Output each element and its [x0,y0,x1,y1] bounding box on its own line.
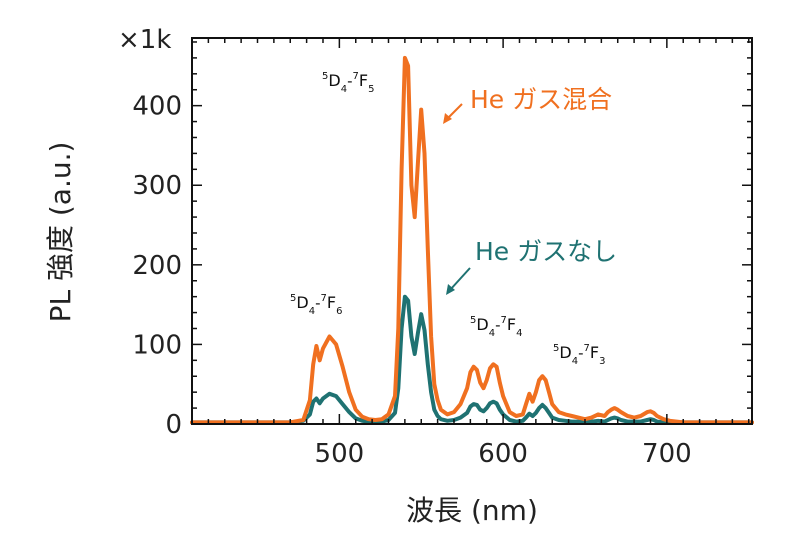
series-line-he-mixed [190,55,754,425]
x-tick-label: 600 [478,439,528,469]
y-axis-title: PL 強度 (a.u.) [44,142,77,323]
transition-label-7F6: 5D4-7F6 [290,293,342,317]
y-tick-label: 300 [132,171,182,201]
series-label-he-mixed: He ガス混合 [470,85,612,114]
transition-label-7F4: 5D4-7F4 [470,315,522,339]
y-tick-label: 200 [132,251,182,281]
transition-label-7F3: 5D4-7F3 [553,343,605,367]
series-label-he-none: He ガスなし [475,237,617,266]
series-line-he-none [190,294,754,425]
y-tick-label: 100 [132,330,182,360]
y-axis: 0 100 200 300 400 [132,41,752,440]
y-tick-label: 0 [165,410,182,440]
x-axis: 500 600 700 [207,38,750,469]
y-multiplier-label: ×1k [118,25,171,55]
x-tick-label: 700 [642,439,692,469]
x-tick-label: 500 [315,439,365,469]
series-layer [190,55,754,425]
plot-frame [191,37,753,425]
arrow-he-none [446,267,471,295]
y-tick-label: 400 [132,92,182,122]
x-axis-title: 波長 (nm) [406,494,538,527]
transition-label-7F5: 5D4-7F5 [322,71,374,95]
arrow-he-mixed [443,103,463,124]
peak-annotations: 5D4-7F5 5D4-7F6 5D4-7F4 5D4-7F3 [290,71,605,367]
